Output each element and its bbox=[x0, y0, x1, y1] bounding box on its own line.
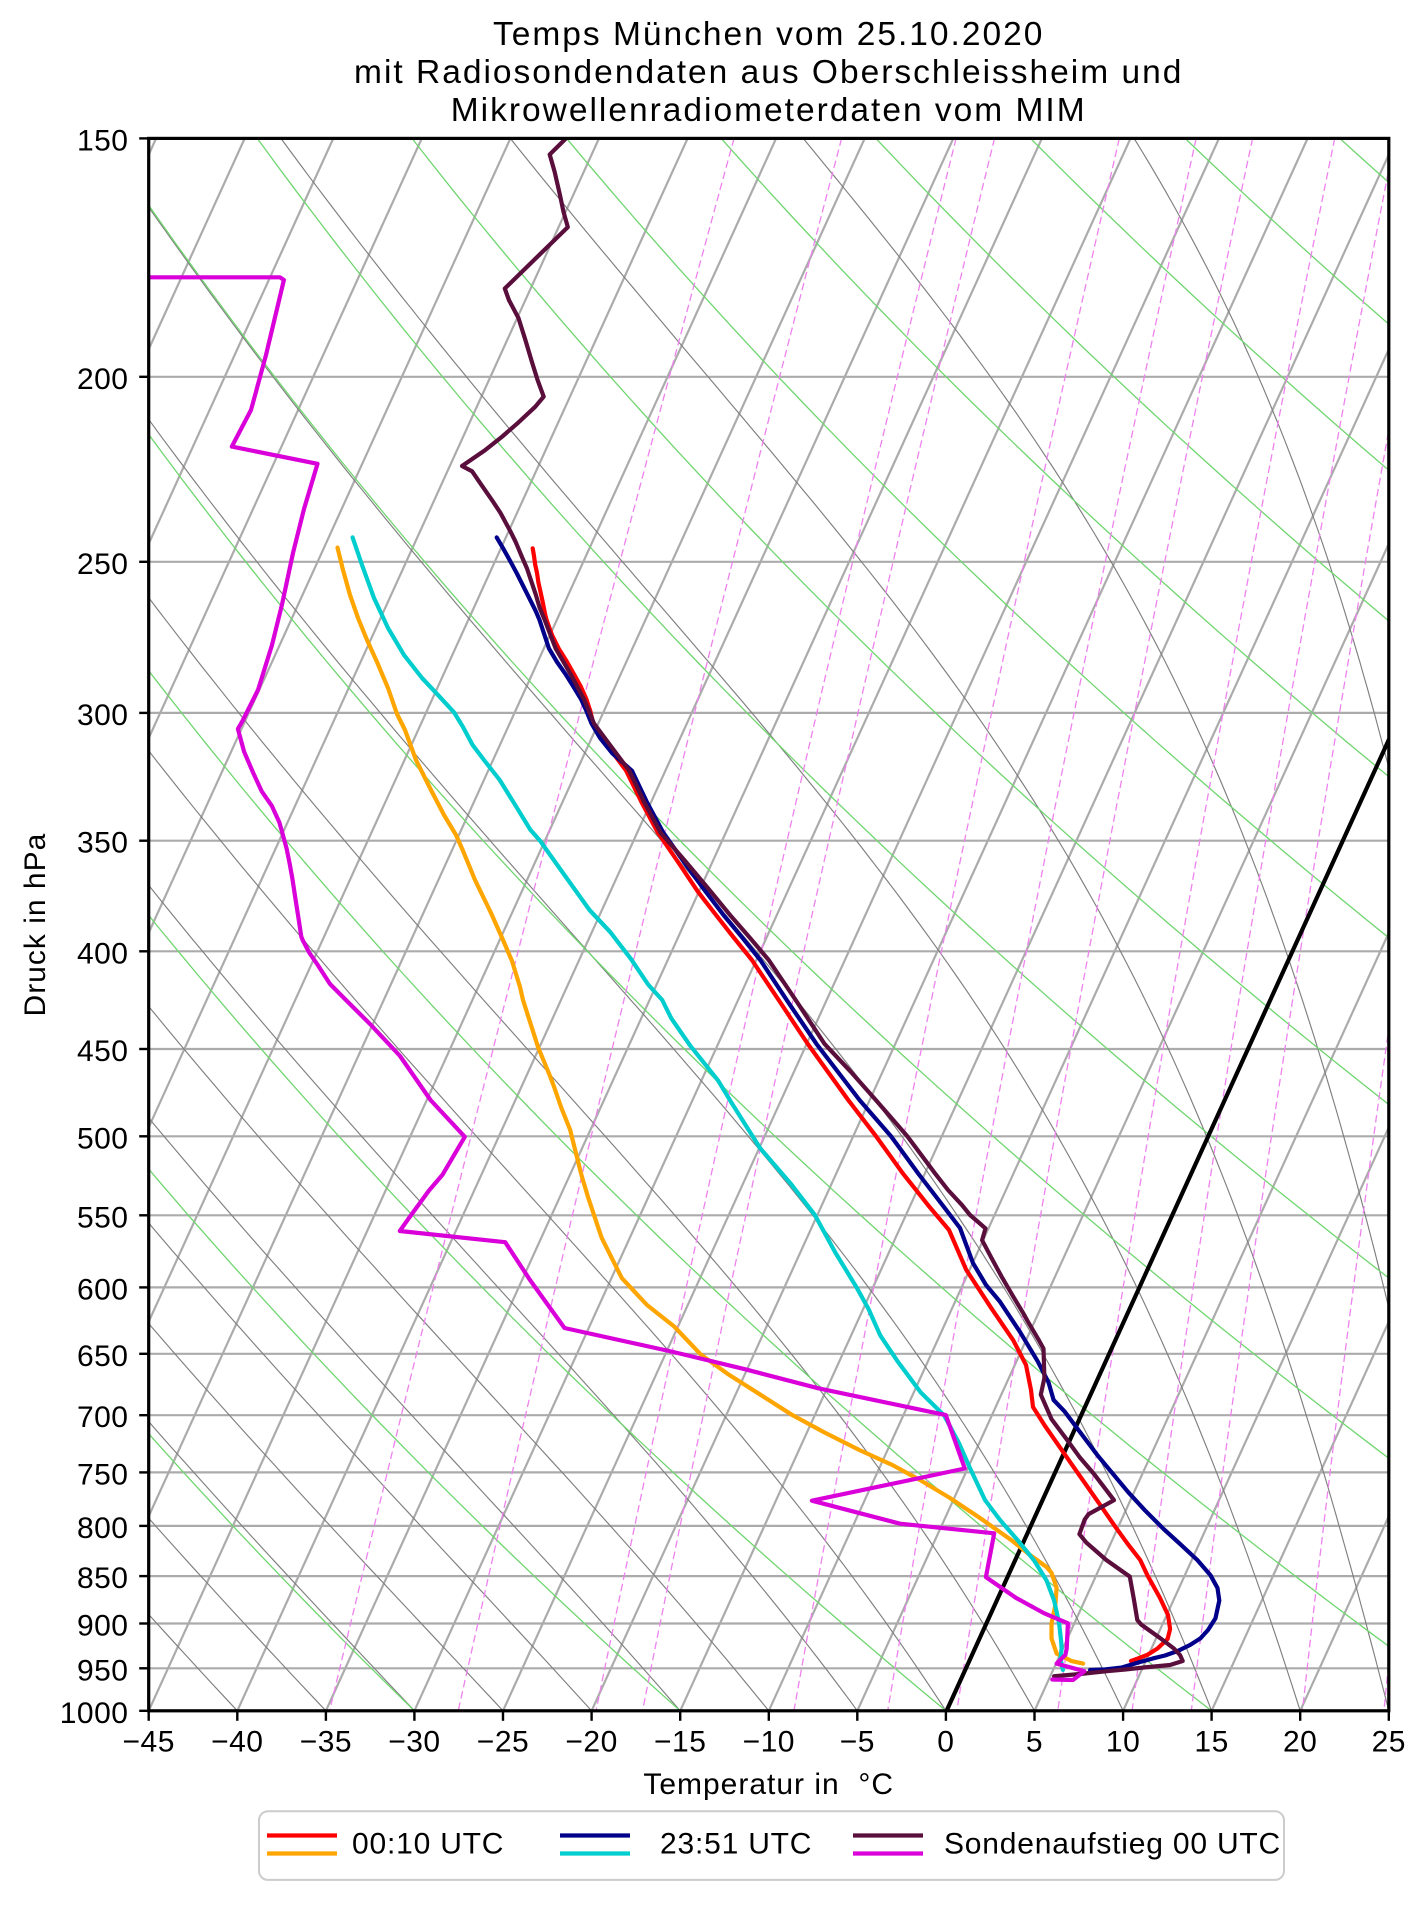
svg-text:25: 25 bbox=[1372, 1726, 1406, 1759]
svg-text:−30: −30 bbox=[388, 1726, 440, 1759]
svg-text:950: 950 bbox=[77, 1654, 129, 1687]
svg-text:Sondenaufstieg 00 UTC: Sondenaufstieg 00 UTC bbox=[944, 1828, 1281, 1861]
svg-text:900: 900 bbox=[77, 1610, 129, 1643]
svg-text:800: 800 bbox=[77, 1512, 129, 1545]
svg-text:−10: −10 bbox=[743, 1726, 795, 1759]
svg-text:Temps München vom 25.10.2020: Temps München vom 25.10.2020 bbox=[493, 16, 1044, 53]
svg-text:200: 200 bbox=[77, 363, 129, 396]
svg-text:−20: −20 bbox=[565, 1726, 617, 1759]
svg-text:10: 10 bbox=[1106, 1726, 1140, 1759]
svg-text:550: 550 bbox=[77, 1201, 129, 1234]
svg-text:−35: −35 bbox=[300, 1726, 352, 1759]
svg-text:−5: −5 bbox=[840, 1726, 875, 1759]
svg-text:450: 450 bbox=[77, 1035, 129, 1068]
svg-text:1000: 1000 bbox=[60, 1697, 129, 1730]
svg-text:700: 700 bbox=[77, 1401, 129, 1434]
svg-text:Mikrowellenradiometerdaten vom: Mikrowellenradiometerdaten vom MIM bbox=[451, 92, 1087, 129]
svg-text:650: 650 bbox=[77, 1340, 129, 1373]
svg-text:−45: −45 bbox=[123, 1726, 175, 1759]
svg-text:Druck in hPa: Druck in hPa bbox=[19, 833, 52, 1017]
svg-text:250: 250 bbox=[77, 548, 129, 581]
svg-text:750: 750 bbox=[77, 1458, 129, 1491]
svg-text:mit Radiosondendaten aus Obers: mit Radiosondendaten aus Oberschleisshei… bbox=[354, 54, 1183, 91]
svg-text:5: 5 bbox=[1026, 1726, 1043, 1759]
svg-text:20: 20 bbox=[1283, 1726, 1317, 1759]
svg-text:−40: −40 bbox=[211, 1726, 263, 1759]
svg-text:500: 500 bbox=[77, 1122, 129, 1155]
svg-text:0: 0 bbox=[937, 1726, 954, 1759]
svg-text:−25: −25 bbox=[477, 1726, 529, 1759]
svg-text:15: 15 bbox=[1194, 1726, 1228, 1759]
svg-text:350: 350 bbox=[77, 827, 129, 860]
svg-text:600: 600 bbox=[77, 1273, 129, 1306]
svg-text:850: 850 bbox=[77, 1562, 129, 1595]
svg-text:00:10 UTC: 00:10 UTC bbox=[352, 1828, 504, 1861]
svg-text:23:51 UTC: 23:51 UTC bbox=[660, 1828, 812, 1861]
svg-text:−15: −15 bbox=[654, 1726, 706, 1759]
svg-text:Temperatur in °C: Temperatur in °C bbox=[643, 1768, 894, 1801]
svg-text:400: 400 bbox=[77, 937, 129, 970]
svg-text:300: 300 bbox=[77, 699, 129, 732]
svg-text:150: 150 bbox=[77, 124, 129, 157]
